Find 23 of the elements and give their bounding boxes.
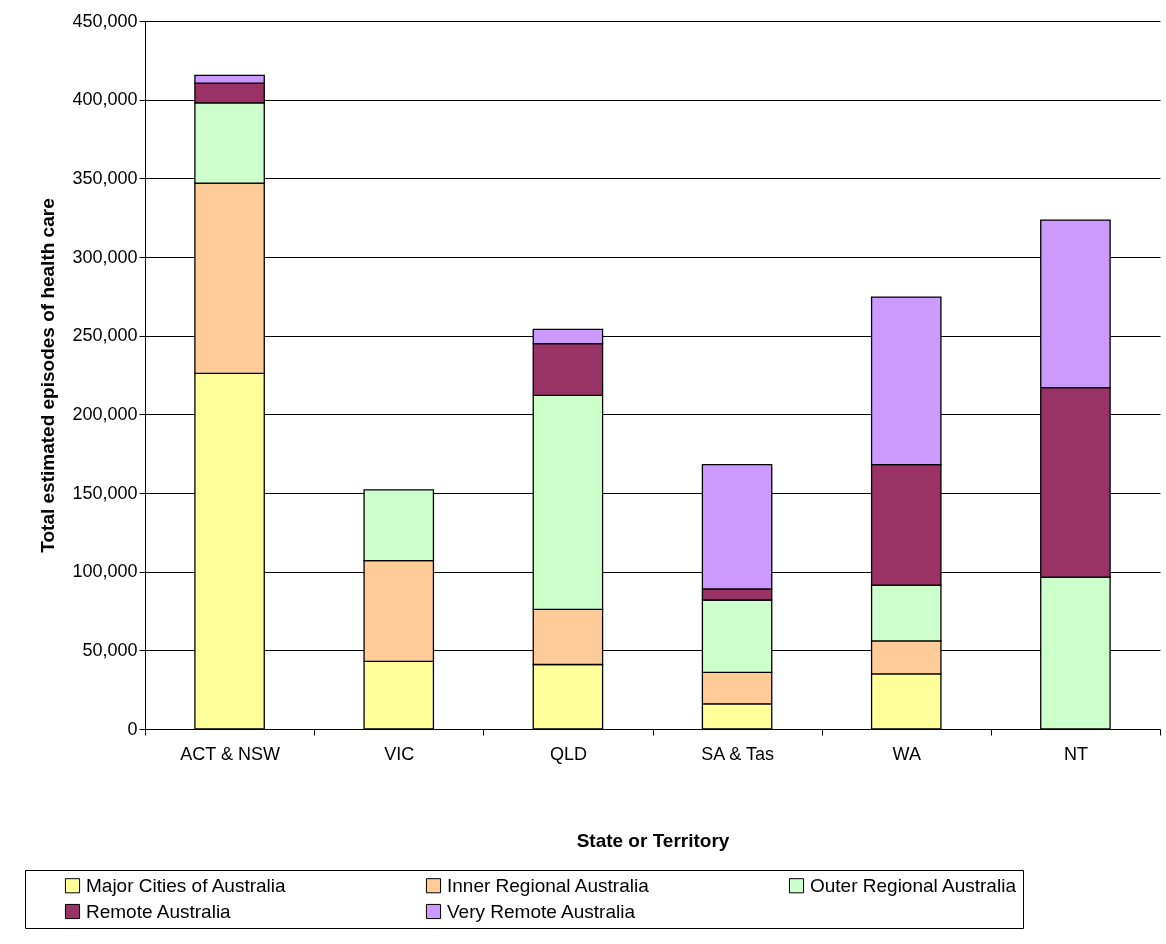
y-tick-label: 0 [127,718,138,739]
y-axis-title: Total estimated episodes of health care [37,198,59,553]
y-tick-label: 400,000 [72,89,138,110]
y-tick-label: 350,000 [72,167,138,188]
y-tick-label: 150,000 [72,482,138,503]
legend-label: Remote Australia [86,900,232,922]
y-tick-label: 250,000 [72,325,138,346]
x-tick-label: VIC [384,743,415,764]
legend-label: Very Remote Australia [447,900,636,922]
legend-label: Outer Regional Australia [810,874,1017,896]
legend-label: Major Cities of Australia [86,874,287,896]
x-tick-label: WA [892,743,921,764]
y-tick-label: 200,000 [72,403,138,424]
x-tick-label: ACT & NSW [180,743,280,764]
x-tick-label: SA & Tas [701,743,774,764]
y-tick-label: 450,000 [72,10,138,31]
y-tick-label: 50,000 [82,639,138,660]
legend-label: Inner Regional Australia [447,874,650,896]
x-tick-label: NT [1063,743,1088,764]
y-tick-label: 100,000 [72,561,138,582]
x-axis-title: State or Territory [576,829,730,851]
x-tick-label: QLD [549,743,587,764]
y-tick-label: 300,000 [72,246,138,267]
